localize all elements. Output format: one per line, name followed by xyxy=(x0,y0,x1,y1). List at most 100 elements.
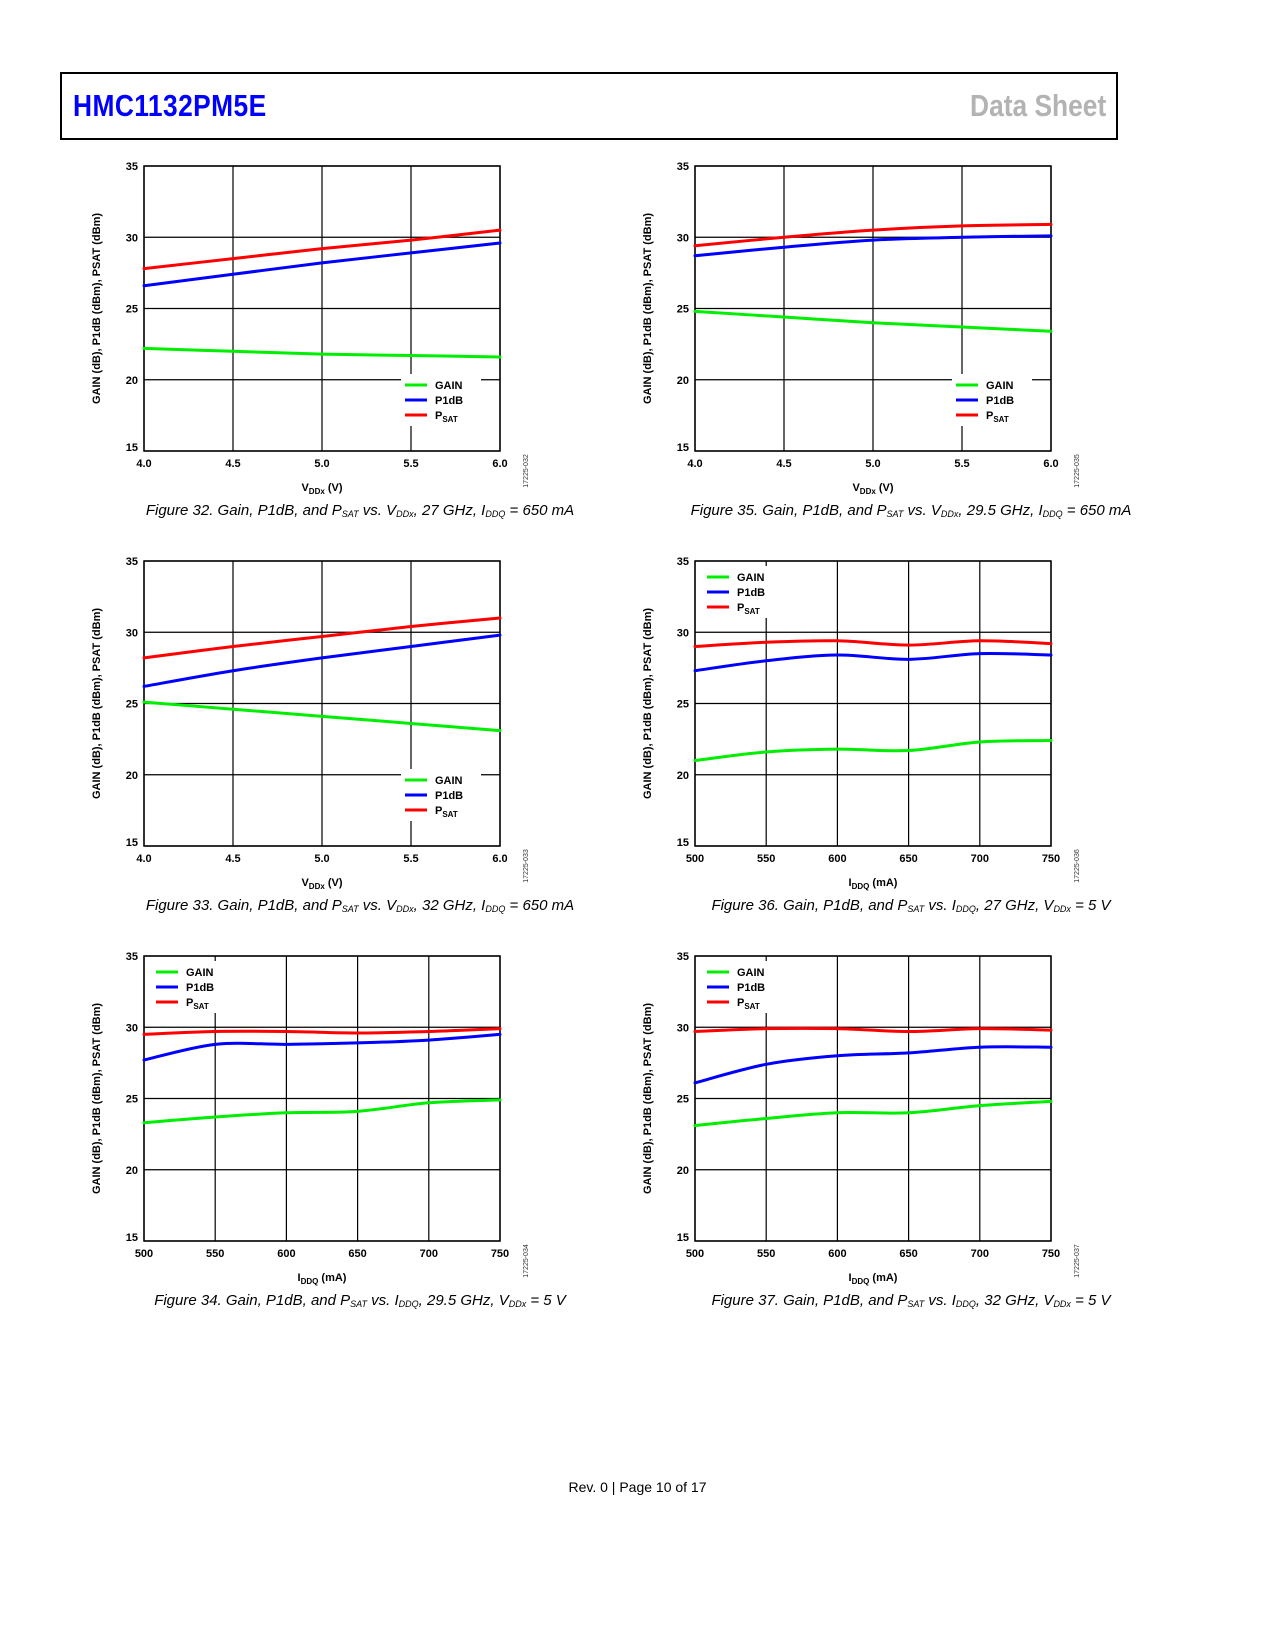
y-axis-label: GAIN (dB), P1dB (dBm), PSAT (dBm) xyxy=(642,608,654,799)
series-line-p1db xyxy=(693,234,1053,258)
x-tick-label: 4.5 xyxy=(225,458,240,470)
y-tick-label: 20 xyxy=(126,375,138,387)
x-tick-label: 500 xyxy=(686,1248,704,1260)
x-tick-label: 4.0 xyxy=(136,458,151,470)
x-tick-label: 5.5 xyxy=(403,853,418,865)
figure-code: 17225-037 xyxy=(1074,1244,1081,1278)
y-tick-label: 35 xyxy=(126,161,138,173)
plot-frame xyxy=(694,955,1052,1242)
x-tick-label: 5.5 xyxy=(403,458,418,470)
caption-segment: = 650 mA xyxy=(505,502,575,519)
x-tick-label: 650 xyxy=(348,1248,366,1260)
legend-label-psat: PSAT xyxy=(435,805,458,819)
figure-caption: Figure 37. Gain, P1dB, and PSAT vs. IDDQ… xyxy=(661,1292,1161,1309)
caption-segment: Figure 34. Gain, P1dB, and P xyxy=(154,1292,351,1309)
series-line-p1db xyxy=(693,1045,1053,1085)
x-axis-label: IDDQ (mA) xyxy=(298,1272,347,1286)
caption-segment: vs. V xyxy=(358,502,397,519)
legend-label-psat: PSAT xyxy=(737,997,760,1011)
chart-svg: 15 20 25 30 35 4.0 4.5 5.0 5.5 6.0 VDDx (V) GAIN (d… xyxy=(91,556,530,891)
x-axis-label-sub: DDQ xyxy=(301,1277,319,1286)
legend-label-gain: GAIN xyxy=(737,967,765,979)
y-tick-label: 25 xyxy=(677,1094,689,1106)
y-tick-label: 30 xyxy=(126,1022,138,1034)
x-axis-label: IDDQ (mA) xyxy=(849,1272,898,1286)
caption-segment: , 29.5 GHz, V xyxy=(418,1292,509,1309)
figure-code: 17225-036 xyxy=(1074,849,1081,883)
legend-label-main: P xyxy=(435,805,442,817)
y-tick-label: 15 xyxy=(677,1232,689,1244)
figure-code: 17225-034 xyxy=(523,1244,530,1278)
caption-segment: SAT xyxy=(350,1299,367,1309)
x-axis-label-unit: (V) xyxy=(325,877,343,889)
x-axis-label-sub: DDQ xyxy=(852,882,870,891)
x-axis-label-unit: (V) xyxy=(325,482,343,494)
chart-svg: 15 20 25 30 35 500 550 600 650 700 750 IDDQ (mA) GAI… xyxy=(642,556,1081,891)
x-tick-label: 600 xyxy=(828,1248,846,1260)
x-tick-label: 650 xyxy=(899,853,917,865)
x-tick-label: 750 xyxy=(1042,853,1060,865)
x-tick-label: 600 xyxy=(277,1248,295,1260)
caption-segment: SAT xyxy=(907,904,925,914)
caption-segment: Figure 36. Gain, P1dB, and P xyxy=(711,897,908,914)
chart-fig37: 15 20 25 30 35 500 550 600 650 700 750 IDDQ (mA) GAI… xyxy=(631,936,1101,1286)
legend-label-gain: GAIN xyxy=(737,572,765,584)
x-tick-label: 550 xyxy=(757,1248,775,1260)
chart-fig34: 15 20 25 30 35 500 550 600 650 700 750 IDDQ (mA) GAI… xyxy=(80,936,550,1286)
legend-label-main: P xyxy=(435,410,442,422)
y-tick-label: 35 xyxy=(677,161,689,173)
legend-label-gain: GAIN xyxy=(186,967,214,979)
x-tick-label: 6.0 xyxy=(1043,458,1058,470)
legend-label-gain: GAIN xyxy=(435,775,463,787)
caption-segment: vs. V xyxy=(358,897,397,914)
y-tick-label: 20 xyxy=(677,770,689,782)
caption-segment: SAT xyxy=(341,904,359,914)
x-tick-label: 550 xyxy=(757,853,775,865)
figure-caption: Figure 33. Gain, P1dB, and PSAT vs. VDDx… xyxy=(110,897,610,914)
x-axis-label-sub: DDQ xyxy=(852,1277,870,1286)
series-line-gain xyxy=(693,1099,1053,1128)
x-axis-label-sub: DDx xyxy=(309,487,326,496)
caption-segment: vs. I xyxy=(366,1292,399,1309)
y-tick-label: 25 xyxy=(126,699,138,711)
series-line-gain xyxy=(142,1098,502,1125)
y-tick-label: 30 xyxy=(677,232,689,244)
caption-segment: vs. V xyxy=(903,502,941,519)
x-tick-label: 700 xyxy=(971,1248,989,1260)
legend-label-main: P xyxy=(737,997,744,1009)
series-line-psat xyxy=(693,1026,1053,1034)
y-tick-label: 20 xyxy=(677,1165,689,1177)
caption-segment: , 32 GHz, I xyxy=(413,897,486,914)
chart-svg: 15 20 25 30 35 500 550 600 650 700 750 IDDQ (mA) GAI… xyxy=(91,951,530,1286)
y-tick-label: 30 xyxy=(677,627,689,639)
y-tick-label: 25 xyxy=(677,304,689,316)
y-tick-label: 35 xyxy=(126,951,138,963)
x-axis-label: VDDx (V) xyxy=(852,482,893,496)
x-tick-label: 5.0 xyxy=(314,458,329,470)
series-line-p1db xyxy=(142,241,502,288)
caption-segment: , 29.5 GHz, I xyxy=(958,502,1043,519)
legend-label-gain: GAIN xyxy=(435,380,463,392)
y-axis-label: GAIN (dB), P1dB (dBm), PSAT (dBm) xyxy=(91,608,103,799)
y-axis-label: GAIN (dB), P1dB (dBm), PSAT (dBm) xyxy=(91,1003,103,1194)
legend-label-main: P xyxy=(986,410,993,422)
y-axis-label: GAIN (dB), P1dB (dBm), PSAT (dBm) xyxy=(642,1003,654,1194)
plot-frame xyxy=(694,560,1052,847)
series-line-p1db xyxy=(693,651,1053,673)
chart-fig36: 15 20 25 30 35 500 550 600 650 700 750 IDDQ (mA) GAI… xyxy=(631,541,1101,891)
y-tick-label: 30 xyxy=(677,1022,689,1034)
chart-fig33: 15 20 25 30 35 4.0 4.5 5.0 5.5 6.0 VDDx (V) GAIN (d… xyxy=(80,541,550,891)
x-axis-label: IDDQ (mA) xyxy=(849,877,898,891)
caption-segment: , 27 GHz, I xyxy=(413,502,486,519)
series-line-gain xyxy=(142,346,502,359)
y-tick-label: 20 xyxy=(677,375,689,387)
y-tick-label: 30 xyxy=(126,232,138,244)
x-tick-label: 750 xyxy=(1042,1248,1060,1260)
legend-label-gain: GAIN xyxy=(986,380,1014,392)
y-tick-label: 15 xyxy=(126,442,138,454)
caption-segment: Figure 33. Gain, P1dB, and P xyxy=(145,897,342,914)
legend-label-psat: PSAT xyxy=(737,602,760,616)
caption-segment: , 27 GHz, V xyxy=(975,897,1054,914)
caption-segment: , 32 GHz, V xyxy=(975,1292,1054,1309)
chart-fig35: 15 20 25 30 35 4.0 4.5 5.0 5.5 6.0 VDDx (V) GAIN (d… xyxy=(631,146,1101,496)
